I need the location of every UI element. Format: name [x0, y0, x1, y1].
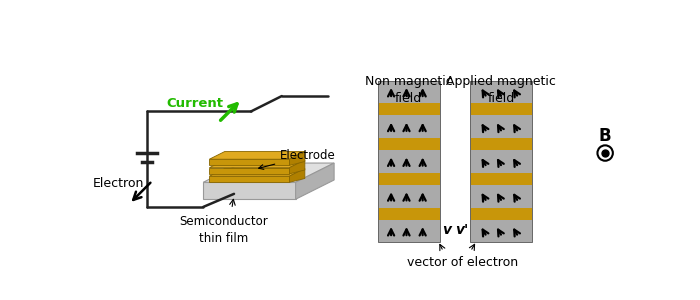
Text: B: B [598, 127, 612, 145]
Text: v': v' [455, 223, 468, 237]
Bar [378, 150, 440, 173]
Polygon shape [209, 176, 290, 182]
Bar [378, 173, 440, 185]
Text: Applied magnetic
field: Applied magnetic field [447, 74, 556, 104]
Text: Non magnetic
field: Non magnetic field [365, 74, 453, 104]
Bar [378, 138, 440, 150]
Bar [470, 185, 532, 208]
Bar [378, 185, 440, 208]
Text: Electrode: Electrode [259, 149, 336, 169]
Bar [378, 116, 440, 138]
Polygon shape [295, 163, 334, 199]
Text: Semiconductor
thin film: Semiconductor thin film [180, 214, 268, 244]
Polygon shape [209, 159, 290, 165]
Text: Current: Current [166, 97, 223, 110]
Polygon shape [203, 163, 334, 182]
Polygon shape [209, 168, 290, 174]
Bar [378, 103, 440, 116]
Bar [378, 220, 440, 242]
Text: vector of electron: vector of electron [407, 256, 518, 269]
Bar [470, 173, 532, 185]
Polygon shape [203, 182, 295, 199]
Bar [470, 81, 532, 103]
Bar [470, 138, 532, 150]
Bar [470, 220, 532, 242]
Polygon shape [209, 160, 304, 168]
Bar [378, 81, 440, 242]
Bar [470, 81, 532, 242]
Circle shape [597, 145, 613, 161]
Bar [470, 150, 532, 173]
Polygon shape [209, 152, 304, 159]
Polygon shape [290, 152, 304, 165]
Bar [470, 103, 532, 116]
Text: Electron: Electron [93, 177, 144, 190]
Bar [378, 81, 440, 103]
Bar [378, 208, 440, 220]
Polygon shape [290, 160, 304, 174]
Bar [470, 116, 532, 138]
Polygon shape [290, 168, 304, 182]
Text: v: v [442, 223, 451, 237]
Bar [470, 208, 532, 220]
Polygon shape [209, 168, 304, 176]
